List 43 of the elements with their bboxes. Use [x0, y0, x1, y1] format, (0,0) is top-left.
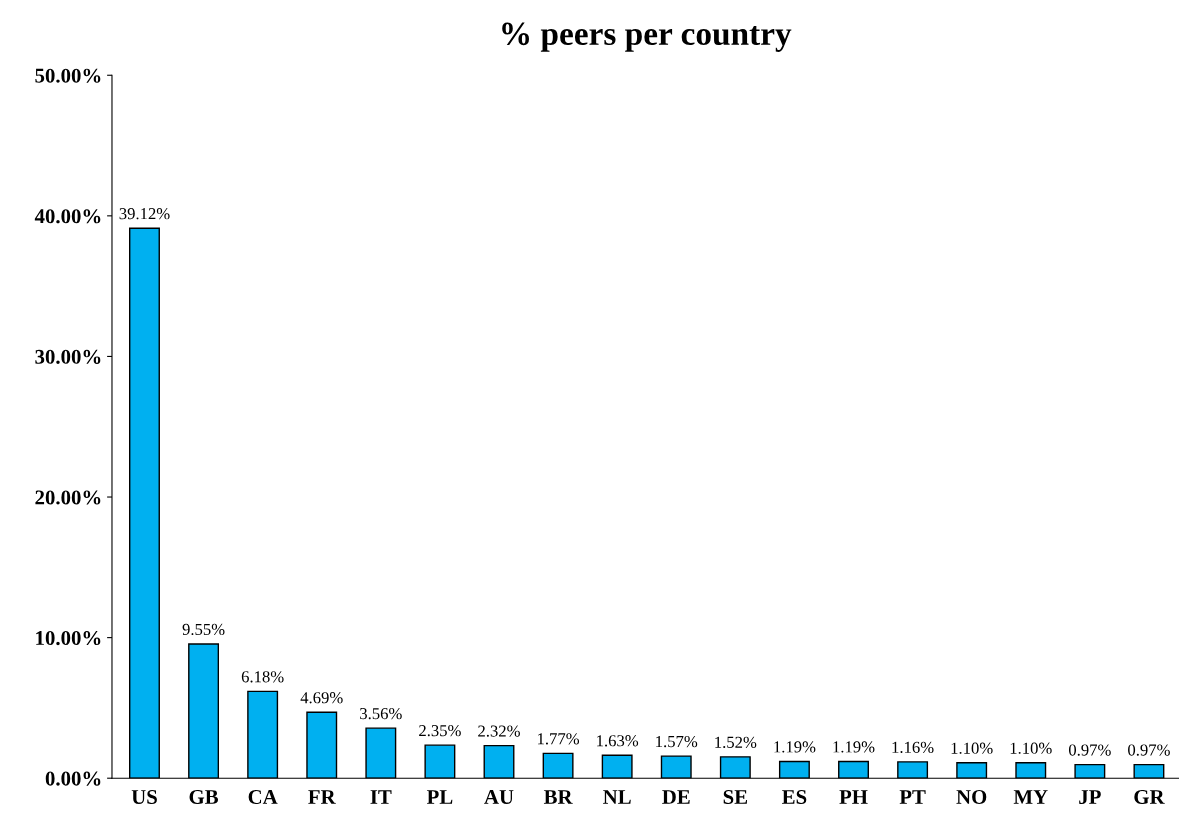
data-label: 2.32% [478, 725, 520, 737]
x-tick-label: JP [1079, 790, 1101, 804]
x-tick-label: FR [308, 790, 336, 804]
y-tick-label: 0.00% [45, 771, 101, 786]
data-label: 3.56% [360, 707, 402, 720]
data-label: 1.57% [656, 735, 698, 748]
y-tick-label: 30.00% [35, 349, 101, 364]
x-tick-label: IT [370, 790, 392, 804]
data-label: 0.97% [1068, 744, 1111, 756]
x-tick-label: DE [662, 790, 690, 804]
x-tick-label: MY [1013, 790, 1048, 804]
data-label: 2.35% [419, 724, 461, 737]
x-tick-label: GR [1134, 789, 1165, 804]
data-label: 1.77% [538, 733, 580, 745]
data-label: 6.18% [241, 671, 284, 683]
y-tick-label: 50.00% [35, 68, 101, 83]
data-label: 0.97% [1128, 744, 1170, 756]
y-tick-label: 40.00% [34, 209, 101, 224]
y-tick-label: 20.00% [35, 490, 101, 505]
x-tick-label: AU [484, 790, 514, 804]
x-tick-label: GB [189, 789, 219, 804]
chart-title: % peers per country [502, 22, 792, 52]
x-tick-label: US [131, 789, 157, 804]
data-label: 1.10% [951, 742, 993, 754]
x-tick-label: NL [603, 790, 631, 804]
data-label: 1.19% [833, 741, 875, 753]
x-tick-label: SE [723, 789, 748, 804]
y-tick-label: 10.00% [36, 630, 101, 646]
data-label: 4.69% [300, 692, 343, 704]
x-tick-label: ES [782, 789, 807, 804]
data-label: 1.19% [774, 741, 816, 753]
data-label: 1.52% [715, 736, 757, 748]
x-tick-label: NO [956, 789, 987, 804]
x-tick-label: CA [248, 789, 278, 804]
data-label: 9.55% [182, 623, 225, 636]
x-tick-label: BR [543, 790, 573, 804]
x-tick-label: PH [839, 790, 868, 804]
x-tick-label: PT [899, 790, 926, 804]
data-label: 1.63% [597, 735, 639, 747]
data-label: 1.16% [892, 741, 934, 754]
data-label: 1.10% [1010, 742, 1052, 754]
x-tick-label: PL [426, 790, 453, 804]
data-label: 39.12% [119, 208, 170, 220]
